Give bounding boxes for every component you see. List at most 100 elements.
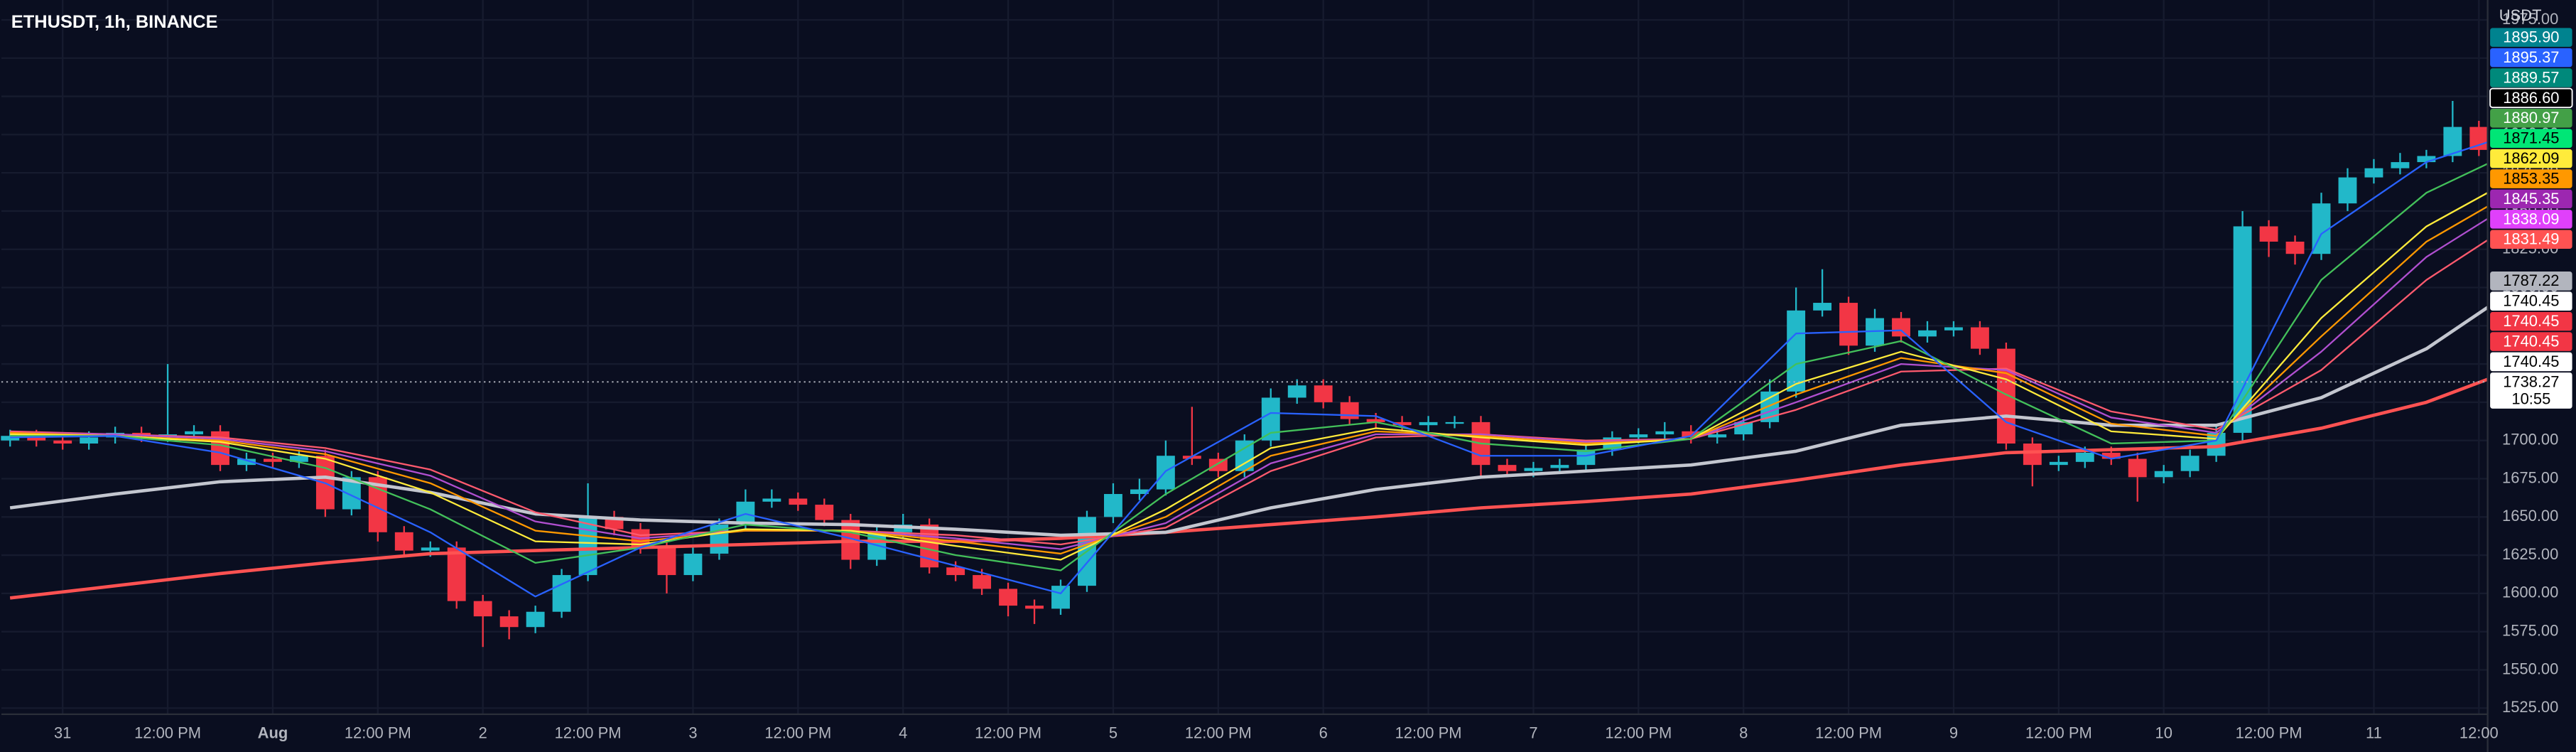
price-label: 1845.35 bbox=[2503, 190, 2559, 208]
x-tick-label: 12:00 PM bbox=[134, 724, 201, 741]
x-tick-label: 12:00 PM bbox=[345, 724, 411, 741]
candle-body bbox=[1629, 434, 1648, 438]
candle-body bbox=[447, 547, 466, 601]
candle-body bbox=[1392, 421, 1412, 426]
candle-body bbox=[1892, 318, 1910, 337]
candle-body bbox=[2075, 452, 2094, 462]
candle-body bbox=[80, 437, 99, 444]
price-label: 1831.49 bbox=[2503, 230, 2559, 248]
price-label-box bbox=[2489, 87, 2573, 109]
candle-body bbox=[1708, 434, 1727, 438]
x-tick-label: 12:00 PM bbox=[1395, 724, 1462, 741]
candle-body bbox=[53, 440, 72, 444]
price-label: 1740.45 bbox=[2503, 292, 2559, 310]
x-tick-label: 10 bbox=[2155, 724, 2172, 741]
price-label-box bbox=[2490, 169, 2572, 188]
candle-body bbox=[815, 505, 834, 520]
candle-body bbox=[1314, 385, 1333, 402]
moving-average-line bbox=[9, 377, 2489, 600]
candle-body bbox=[973, 575, 992, 589]
countdown-label: 10:55 bbox=[2511, 390, 2550, 408]
price-label-box bbox=[2490, 68, 2572, 87]
x-tick-label: 9 bbox=[1949, 724, 1958, 741]
candles bbox=[1, 101, 2489, 648]
y-tick-label: 1525.00 bbox=[2502, 698, 2558, 716]
x-tick-label: 12:00 PM bbox=[1605, 724, 1672, 741]
price-label: 1787.22 bbox=[2503, 272, 2559, 289]
price-label-box bbox=[2490, 272, 2572, 291]
candle-body bbox=[683, 553, 703, 576]
candle-body bbox=[1366, 419, 1385, 422]
x-tick-label: 4 bbox=[899, 724, 907, 741]
candle-body bbox=[1918, 330, 1937, 337]
candle-body bbox=[2233, 226, 2252, 433]
price-label-box bbox=[2490, 189, 2572, 209]
moving-average-line bbox=[10, 163, 2489, 571]
price-label-box bbox=[2490, 291, 2572, 311]
candle-body bbox=[657, 547, 676, 576]
y-tick-label: 1625.00 bbox=[2502, 545, 2558, 563]
candle-body bbox=[526, 611, 545, 628]
moving-average-line bbox=[10, 239, 2489, 546]
price-label: 1740.45 bbox=[2503, 312, 2559, 330]
candle-body bbox=[1996, 348, 2015, 444]
x-tick-label: 31 bbox=[54, 724, 71, 741]
candle-body bbox=[499, 616, 519, 628]
price-label: 1880.97 bbox=[2503, 109, 2559, 127]
candle-body bbox=[1682, 431, 1701, 438]
candle-body bbox=[2285, 241, 2305, 254]
y-tick-label: 1675.00 bbox=[2502, 468, 2558, 486]
price-label: 1871.45 bbox=[2503, 129, 2559, 147]
candle-body bbox=[1156, 456, 1175, 490]
candle-body bbox=[1655, 431, 1674, 435]
y-tick-label: 1975.00 bbox=[2502, 10, 2558, 28]
currency-label: USDT bbox=[2499, 6, 2542, 24]
candle-body bbox=[1839, 303, 1858, 346]
x-tick-label: 11 bbox=[2366, 724, 2382, 741]
y-tick-label: 1600.00 bbox=[2502, 584, 2558, 601]
candle-body bbox=[263, 458, 282, 462]
x-tick-label: 12:00 PM bbox=[2025, 724, 2092, 741]
candle-body bbox=[2469, 127, 2489, 150]
x-tick-label: 12:00 PM bbox=[1815, 724, 1882, 741]
candle-body bbox=[211, 431, 229, 466]
x-tick-label: 12:00 PM bbox=[764, 724, 831, 741]
moving-average-line bbox=[10, 141, 2488, 598]
candle-body bbox=[27, 436, 46, 441]
price-label: 1740.45 bbox=[2503, 332, 2559, 350]
candle-body bbox=[789, 498, 808, 505]
candle-body bbox=[2338, 177, 2357, 204]
time-axis bbox=[1, 714, 2488, 752]
candle-body bbox=[2023, 444, 2042, 466]
chart-title: ETHUSDT, 1h, BINANCE bbox=[11, 12, 218, 32]
price-label: 1738.27 bbox=[2503, 372, 2559, 390]
x-tick-label: 12:00 PM bbox=[1185, 724, 1252, 741]
price-label-box bbox=[2490, 48, 2572, 68]
price-labels: 1895.90 1895.37 1889.57 1886.60 1880.97 1871.… bbox=[2489, 28, 2573, 409]
candle-body bbox=[2391, 162, 2410, 168]
price-label: 1889.57 bbox=[2503, 68, 2559, 86]
candle-body bbox=[289, 456, 308, 462]
candle-body bbox=[394, 532, 413, 551]
candle-body bbox=[1944, 327, 1963, 331]
y-tick-label: 1575.00 bbox=[2502, 621, 2558, 639]
price-label: 1740.45 bbox=[2503, 353, 2559, 370]
candle-body bbox=[1445, 421, 1464, 424]
y-tick-label: 1700.00 bbox=[2502, 431, 2558, 448]
price-label: 1853.35 bbox=[2503, 169, 2559, 187]
price-label-box bbox=[2490, 28, 2572, 47]
candle-body bbox=[1130, 489, 1149, 495]
price-label-box bbox=[2490, 210, 2572, 229]
candle-body bbox=[473, 601, 492, 617]
price-label-box bbox=[2490, 311, 2572, 331]
moving-average-line bbox=[10, 192, 2489, 561]
x-tick-label: 12:00 bbox=[2459, 724, 2499, 741]
price-label-box bbox=[2490, 109, 2572, 128]
price-label: 1862.09 bbox=[2503, 149, 2559, 167]
candle-body bbox=[1524, 468, 1543, 471]
price-label-box bbox=[2490, 352, 2572, 372]
price-label-box bbox=[2490, 230, 2572, 249]
price-label-box bbox=[2490, 149, 2572, 168]
candle-body bbox=[762, 498, 781, 502]
